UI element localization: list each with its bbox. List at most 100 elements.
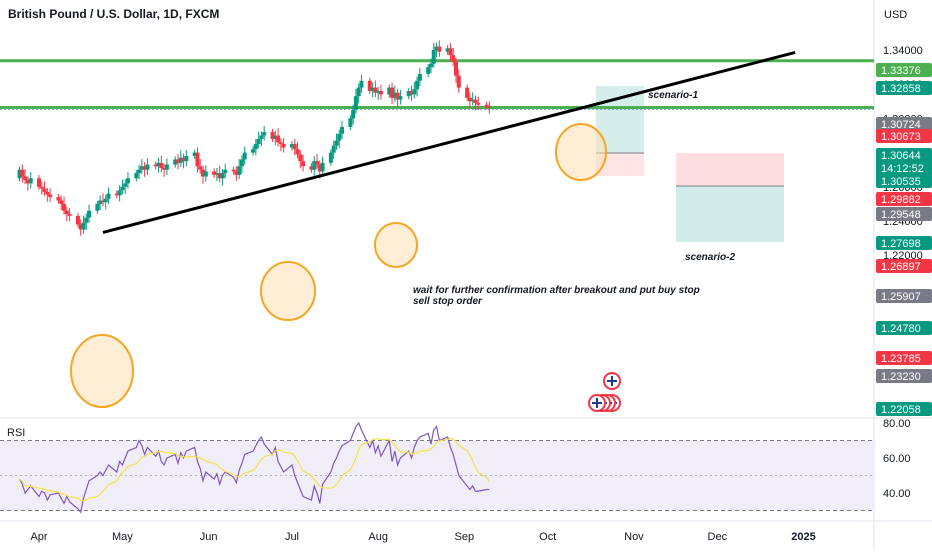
candle-body (387, 87, 392, 95)
candle-body (428, 63, 433, 68)
candle-body (312, 161, 317, 170)
candle-body (434, 46, 439, 50)
candle-body (192, 152, 197, 157)
price-tag (876, 192, 932, 206)
candle-body (409, 91, 414, 95)
candle-body (103, 198, 108, 203)
price-tag-label: 1.24780 (881, 323, 921, 335)
candle-body (142, 166, 147, 170)
candle-body (137, 169, 142, 174)
candle-body (214, 173, 219, 175)
x-tick-label: Jul (285, 531, 299, 543)
candle-body (292, 144, 297, 150)
rsi-tick-label: 40.00 (883, 488, 911, 500)
candle-body (276, 135, 281, 143)
candle-body (98, 200, 103, 204)
candle-body (340, 126, 345, 134)
candle-body (289, 144, 294, 148)
candle-body (195, 152, 200, 167)
note-line-2: sell stop order (413, 296, 482, 307)
scenario-2-label: scenario-2 (685, 252, 736, 263)
candle-body (353, 96, 358, 110)
x-tick-label: Oct (539, 531, 556, 543)
price-tag (876, 174, 932, 188)
price-tag-label: 1.32858 (881, 83, 921, 95)
candle-body (412, 89, 417, 95)
price-tag (876, 351, 932, 365)
price-tag-label: 1.30724 (881, 119, 921, 131)
candle-body (67, 214, 72, 216)
candle-body (145, 164, 150, 170)
price-tag-label: 1.33376 (881, 65, 921, 77)
touch-point-circle (555, 123, 607, 181)
candle-body (39, 186, 44, 189)
price-tag-label: 1.30644 (881, 150, 921, 162)
candle-body (237, 166, 242, 175)
candle-body (334, 140, 339, 146)
price-tag (876, 207, 932, 221)
scenario-2-profit-zone (676, 186, 784, 242)
candle-body (487, 106, 492, 108)
price-tag (876, 81, 932, 95)
candle-body (198, 166, 203, 170)
candle-body (62, 203, 67, 211)
scenario-1-loss-zone (596, 153, 644, 176)
rsi-line (19, 421, 490, 514)
candle-body (470, 99, 475, 102)
x-tick-label: May (112, 531, 133, 543)
candle-body (106, 193, 111, 199)
price-tag (876, 117, 932, 131)
candle-body (181, 157, 186, 162)
chart-title: British Pound / U.S. Dollar, 1D, FXCM (8, 7, 220, 21)
candle-body (75, 215, 80, 225)
candle-body (64, 210, 69, 215)
candle-body (367, 80, 372, 92)
candle-body (390, 87, 395, 98)
price-tag-label: 1.30673 (881, 131, 921, 143)
candle-body (351, 109, 356, 119)
price-tag-label: 1.23230 (881, 371, 921, 383)
price-tag-label: 1.22058 (881, 404, 921, 416)
currency-label[interactable]: USD (884, 9, 908, 21)
candle-body (217, 173, 222, 179)
candle-body (45, 191, 50, 195)
candle-body (406, 91, 411, 97)
candle-body (373, 87, 378, 93)
candle-body (417, 73, 422, 81)
candle-body (234, 171, 239, 175)
candle-body (465, 87, 470, 98)
price-tag (876, 289, 932, 303)
touch-point-circle (70, 334, 134, 408)
x-tick-label: Nov (624, 531, 644, 543)
candle-body (134, 173, 139, 179)
rsi-tick-label: 60.00 (883, 453, 911, 465)
candle-body (451, 55, 456, 62)
candle-body (298, 154, 303, 162)
price-tag (876, 259, 932, 273)
candle-body (178, 157, 183, 163)
candle-body (476, 103, 481, 105)
candle-body (331, 145, 336, 153)
candle-body (328, 152, 333, 163)
candle-body (484, 104, 489, 107)
candle-body (415, 80, 420, 90)
candle-body (100, 200, 105, 203)
note-line-1: wait for further confirmation after brea… (413, 285, 700, 296)
candle-body (201, 169, 206, 177)
candle-body (359, 80, 364, 88)
candle-body (212, 171, 217, 175)
candle-body (159, 162, 164, 168)
candle-body (467, 97, 472, 102)
price-tag (876, 321, 932, 335)
candle-body (42, 188, 47, 192)
candle-body (78, 224, 83, 230)
candle-body (437, 46, 442, 52)
candle-body (309, 166, 314, 170)
candle-body (123, 183, 128, 187)
price-tag-countdown: 14:12:52 (881, 163, 924, 175)
candle-body (17, 169, 22, 179)
candle-body (376, 91, 381, 93)
candle-body (125, 178, 130, 184)
